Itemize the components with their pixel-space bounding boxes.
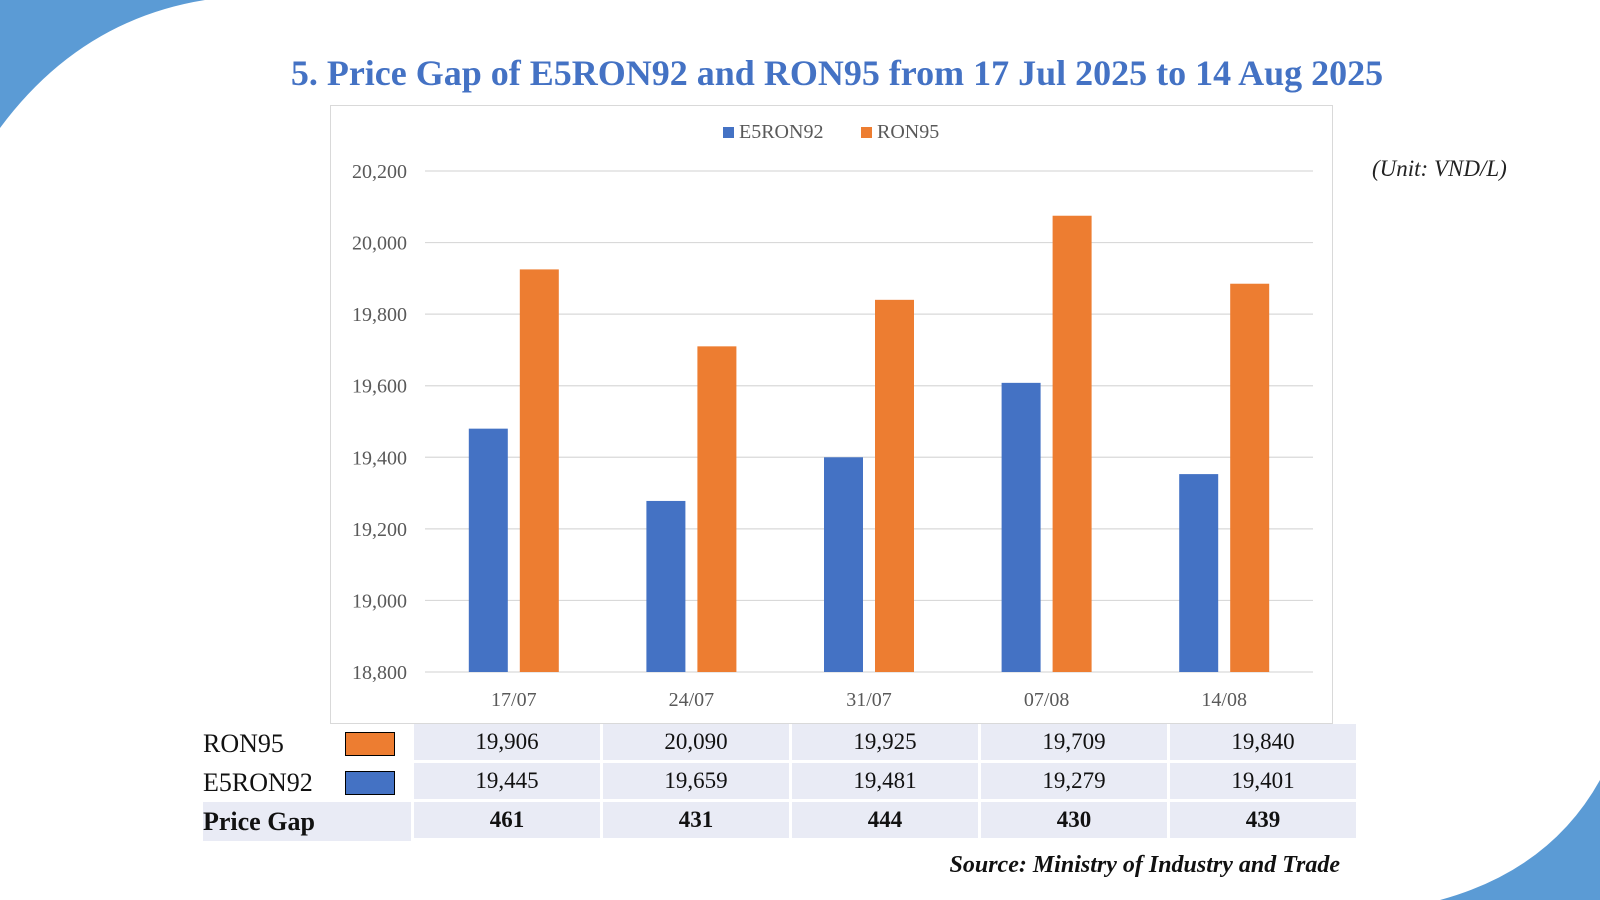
x-tick-label: 14/08 (1201, 689, 1247, 711)
row-label: RON95 (203, 724, 411, 763)
row-label-text: E5RON92 (203, 767, 313, 797)
y-tick-label: 19,600 (352, 376, 407, 398)
legend-swatch (345, 771, 395, 795)
row-label-text: RON95 (203, 728, 284, 758)
table-cell: 19,709 (978, 724, 1167, 763)
legend-swatch (345, 732, 395, 756)
source-note: Source: Ministry of Industry and Trade (949, 852, 1341, 878)
table-cell: 439 (1167, 802, 1356, 841)
table-row: Price Gap 461 431 444 430 439 (203, 802, 1356, 841)
bar-e5ron92-24-07 (646, 500, 686, 672)
x-axis-ticks: 17/07 24/07 31/07 07/08 14/08 (491, 689, 1247, 711)
y-tick-label: 19,000 (352, 590, 407, 612)
data-table: RON95 19,906 20,090 19,925 19,709 19,840 E5RON… (203, 724, 1356, 841)
table-row: E5RON92 19,445 19,659 19,481 19,279 19,401 (203, 763, 1356, 802)
row-label: Price Gap (203, 802, 411, 841)
table-cell: 19,659 (600, 763, 789, 802)
table-cell: 20,090 (600, 724, 789, 763)
bar-e5ron92-17-07 (468, 428, 508, 672)
y-tick-label: 20,000 (352, 233, 407, 255)
bar-ron95-31-07 (875, 299, 914, 672)
gridlines (425, 170, 1313, 673)
y-tick-label: 20,200 (352, 161, 407, 183)
y-axis-ticks: 18,800 19,000 19,200 19,400 19,600 19,800 20,0… (352, 161, 407, 684)
table-cell: 431 (600, 802, 789, 841)
table-cell: 430 (978, 802, 1167, 841)
x-tick-label: 17/07 (491, 689, 537, 711)
x-tick-label: 24/07 (669, 689, 715, 711)
table-cell: 19,481 (789, 763, 978, 802)
legend-label-ron95: RON95 (877, 121, 939, 143)
bar-e5ron92-14-08 (1179, 474, 1219, 672)
bars (468, 215, 1270, 672)
x-tick-label: 31/07 (846, 689, 892, 711)
table-row: RON95 19,906 20,090 19,925 19,709 19,840 (203, 724, 1356, 763)
bottom-right-decoration (1440, 780, 1600, 900)
table-cell: 19,401 (1167, 763, 1356, 802)
chart-legend: E5RON92 RON95 (723, 121, 939, 143)
unit-label: (Unit: VND/L) (1372, 156, 1507, 181)
chart-title: 5. Price Gap of E5RON92 and RON95 from 1… (290, 53, 1384, 93)
y-tick-label: 18,800 (352, 662, 407, 684)
row-label-text: Price Gap (203, 806, 315, 836)
legend-swatch-ron95 (861, 127, 872, 138)
top-left-decoration (0, 0, 205, 128)
legend-label-e5ron92: E5RON92 (739, 121, 823, 143)
legend-swatch-e5ron92 (723, 127, 734, 138)
bar-ron95-17-07 (519, 269, 559, 672)
bar-e5ron92-31-07 (824, 457, 863, 672)
y-tick-label: 19,200 (352, 519, 407, 541)
bar-chart: E5RON92 RON95 18,800 19,000 19,200 19,400 19,… (352, 121, 1313, 711)
row-label: E5RON92 (203, 763, 411, 802)
table-cell: 444 (789, 802, 978, 841)
bar-e5ron92-07-08 (1001, 382, 1041, 672)
bar-ron95-07-08 (1052, 215, 1092, 672)
table-cell: 19,840 (1167, 724, 1356, 763)
table-cell: 19,906 (411, 724, 600, 763)
table-cell: 19,279 (978, 763, 1167, 802)
y-tick-label: 19,800 (352, 304, 407, 326)
table-cell: 19,925 (789, 724, 978, 763)
x-tick-label: 07/08 (1024, 689, 1070, 711)
table-cell: 19,445 (411, 763, 600, 802)
bar-ron95-24-07 (697, 346, 737, 672)
bar-ron95-14-08 (1230, 283, 1270, 672)
table-cell: 461 (411, 802, 600, 841)
y-tick-label: 19,400 (352, 447, 407, 469)
